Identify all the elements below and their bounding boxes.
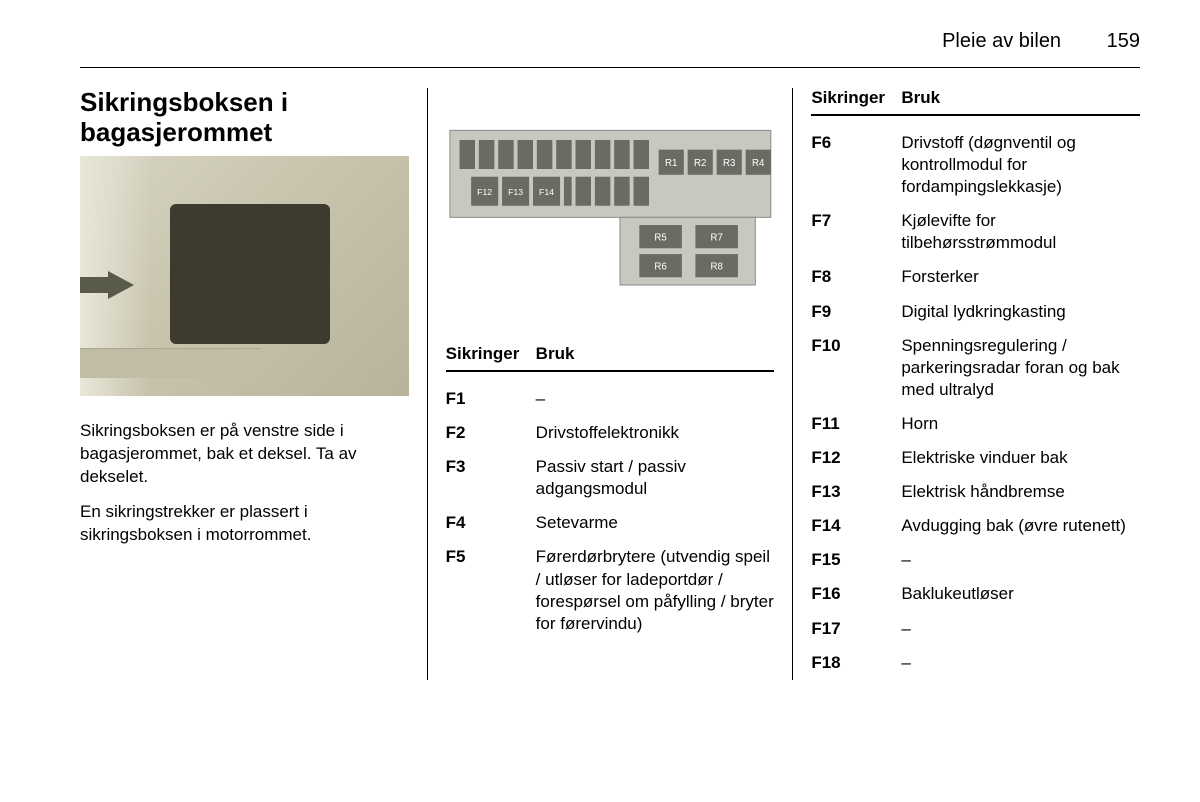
photo-strip [80, 348, 260, 378]
table-row: F1– [446, 382, 775, 416]
paragraph-1: Sikringsboksen er på venstre side i baga… [80, 420, 409, 489]
luggage-compartment-photo [80, 156, 409, 396]
relay-label-r7: R7 [710, 233, 722, 244]
fuse-label-f12: F12 [477, 187, 492, 197]
table-row: F12Elektriske vinduer bak [811, 441, 1140, 475]
page-number: 159 [1107, 30, 1140, 52]
fuse-rows-col3: F6Drivstoff (døgnventil og kontrollmodul… [811, 126, 1140, 680]
table-row: F14Avdugging bak (øvre rutenett) [811, 509, 1140, 543]
table-row: F9Digital lydkringkasting [811, 295, 1140, 329]
relay-label-r5: R5 [654, 233, 666, 244]
column-3: Sikringer Bruk F6Drivstoff (døgnventil o… [793, 88, 1140, 680]
relay-label-r1: R1 [665, 158, 677, 169]
fuse-diagram-svg: F12 F13 F14 R1 R2 [446, 88, 775, 308]
relay-label-r8: R8 [710, 262, 722, 273]
th-bruk: Bruk [536, 344, 775, 364]
relay-label-r4: R4 [752, 158, 765, 169]
table-row: F16Baklukeutløser [811, 577, 1140, 611]
content-columns: Sikringsboksen i bagasjerommet Sikringsb… [80, 88, 1140, 680]
relay-label-r3: R3 [723, 158, 735, 169]
fuse-box-diagram: F12 F13 F14 R1 R2 [446, 88, 775, 308]
relay-label-r6: R6 [654, 262, 666, 273]
table-row: F7Kjølevifte for tilbehørsstrømmodul [811, 204, 1140, 260]
column-1: Sikringsboksen i bagasjerommet Sikringsb… [80, 88, 427, 680]
section-title: Pleie av bilen [942, 30, 1061, 52]
column-2: F12 F13 F14 R1 R2 [427, 88, 794, 680]
th-bruk: Bruk [901, 88, 1140, 108]
th-sikringer: Sikringer [446, 344, 536, 364]
fuse-cover-panel [170, 204, 330, 344]
page-header: Pleie av bilen 159 [80, 30, 1140, 68]
table-row: F4Setevarme [446, 506, 775, 540]
table-row: F11Horn [811, 407, 1140, 441]
relay-label-r2: R2 [694, 158, 706, 169]
table-row: F3Passiv start / passiv adgangsmodul [446, 450, 775, 506]
table-row: F2Drivstoffelektronikk [446, 416, 775, 450]
fuse-table-header-col3: Sikringer Bruk [811, 88, 1140, 116]
fuse-label-f13: F13 [508, 187, 523, 197]
paragraph-2: En sikringstrekker er plassert i sikring… [80, 501, 409, 547]
fuse-label-f14: F14 [539, 187, 554, 197]
fuse-table-header-col2: Sikringer Bruk [446, 344, 775, 372]
arrow-icon [108, 271, 134, 299]
table-row: F5Førerdørbrytere (utvendig speil / utlø… [446, 540, 775, 640]
table-row: F6Drivstoff (døgnventil og kontrollmodul… [811, 126, 1140, 204]
th-sikringer: Sikringer [811, 88, 901, 108]
main-heading: Sikringsboksen i bagasjerommet [80, 88, 409, 148]
table-row: F17– [811, 612, 1140, 646]
table-row: F10Spenningsregulering / parkeringsradar… [811, 329, 1140, 407]
fuse-rows-col2: F1– F2Drivstoffelektronikk F3Passiv star… [446, 382, 775, 641]
table-row: F8Forsterker [811, 260, 1140, 294]
table-row: F13Elektrisk håndbremse [811, 475, 1140, 509]
table-row: F15– [811, 543, 1140, 577]
table-row: F18– [811, 646, 1140, 680]
